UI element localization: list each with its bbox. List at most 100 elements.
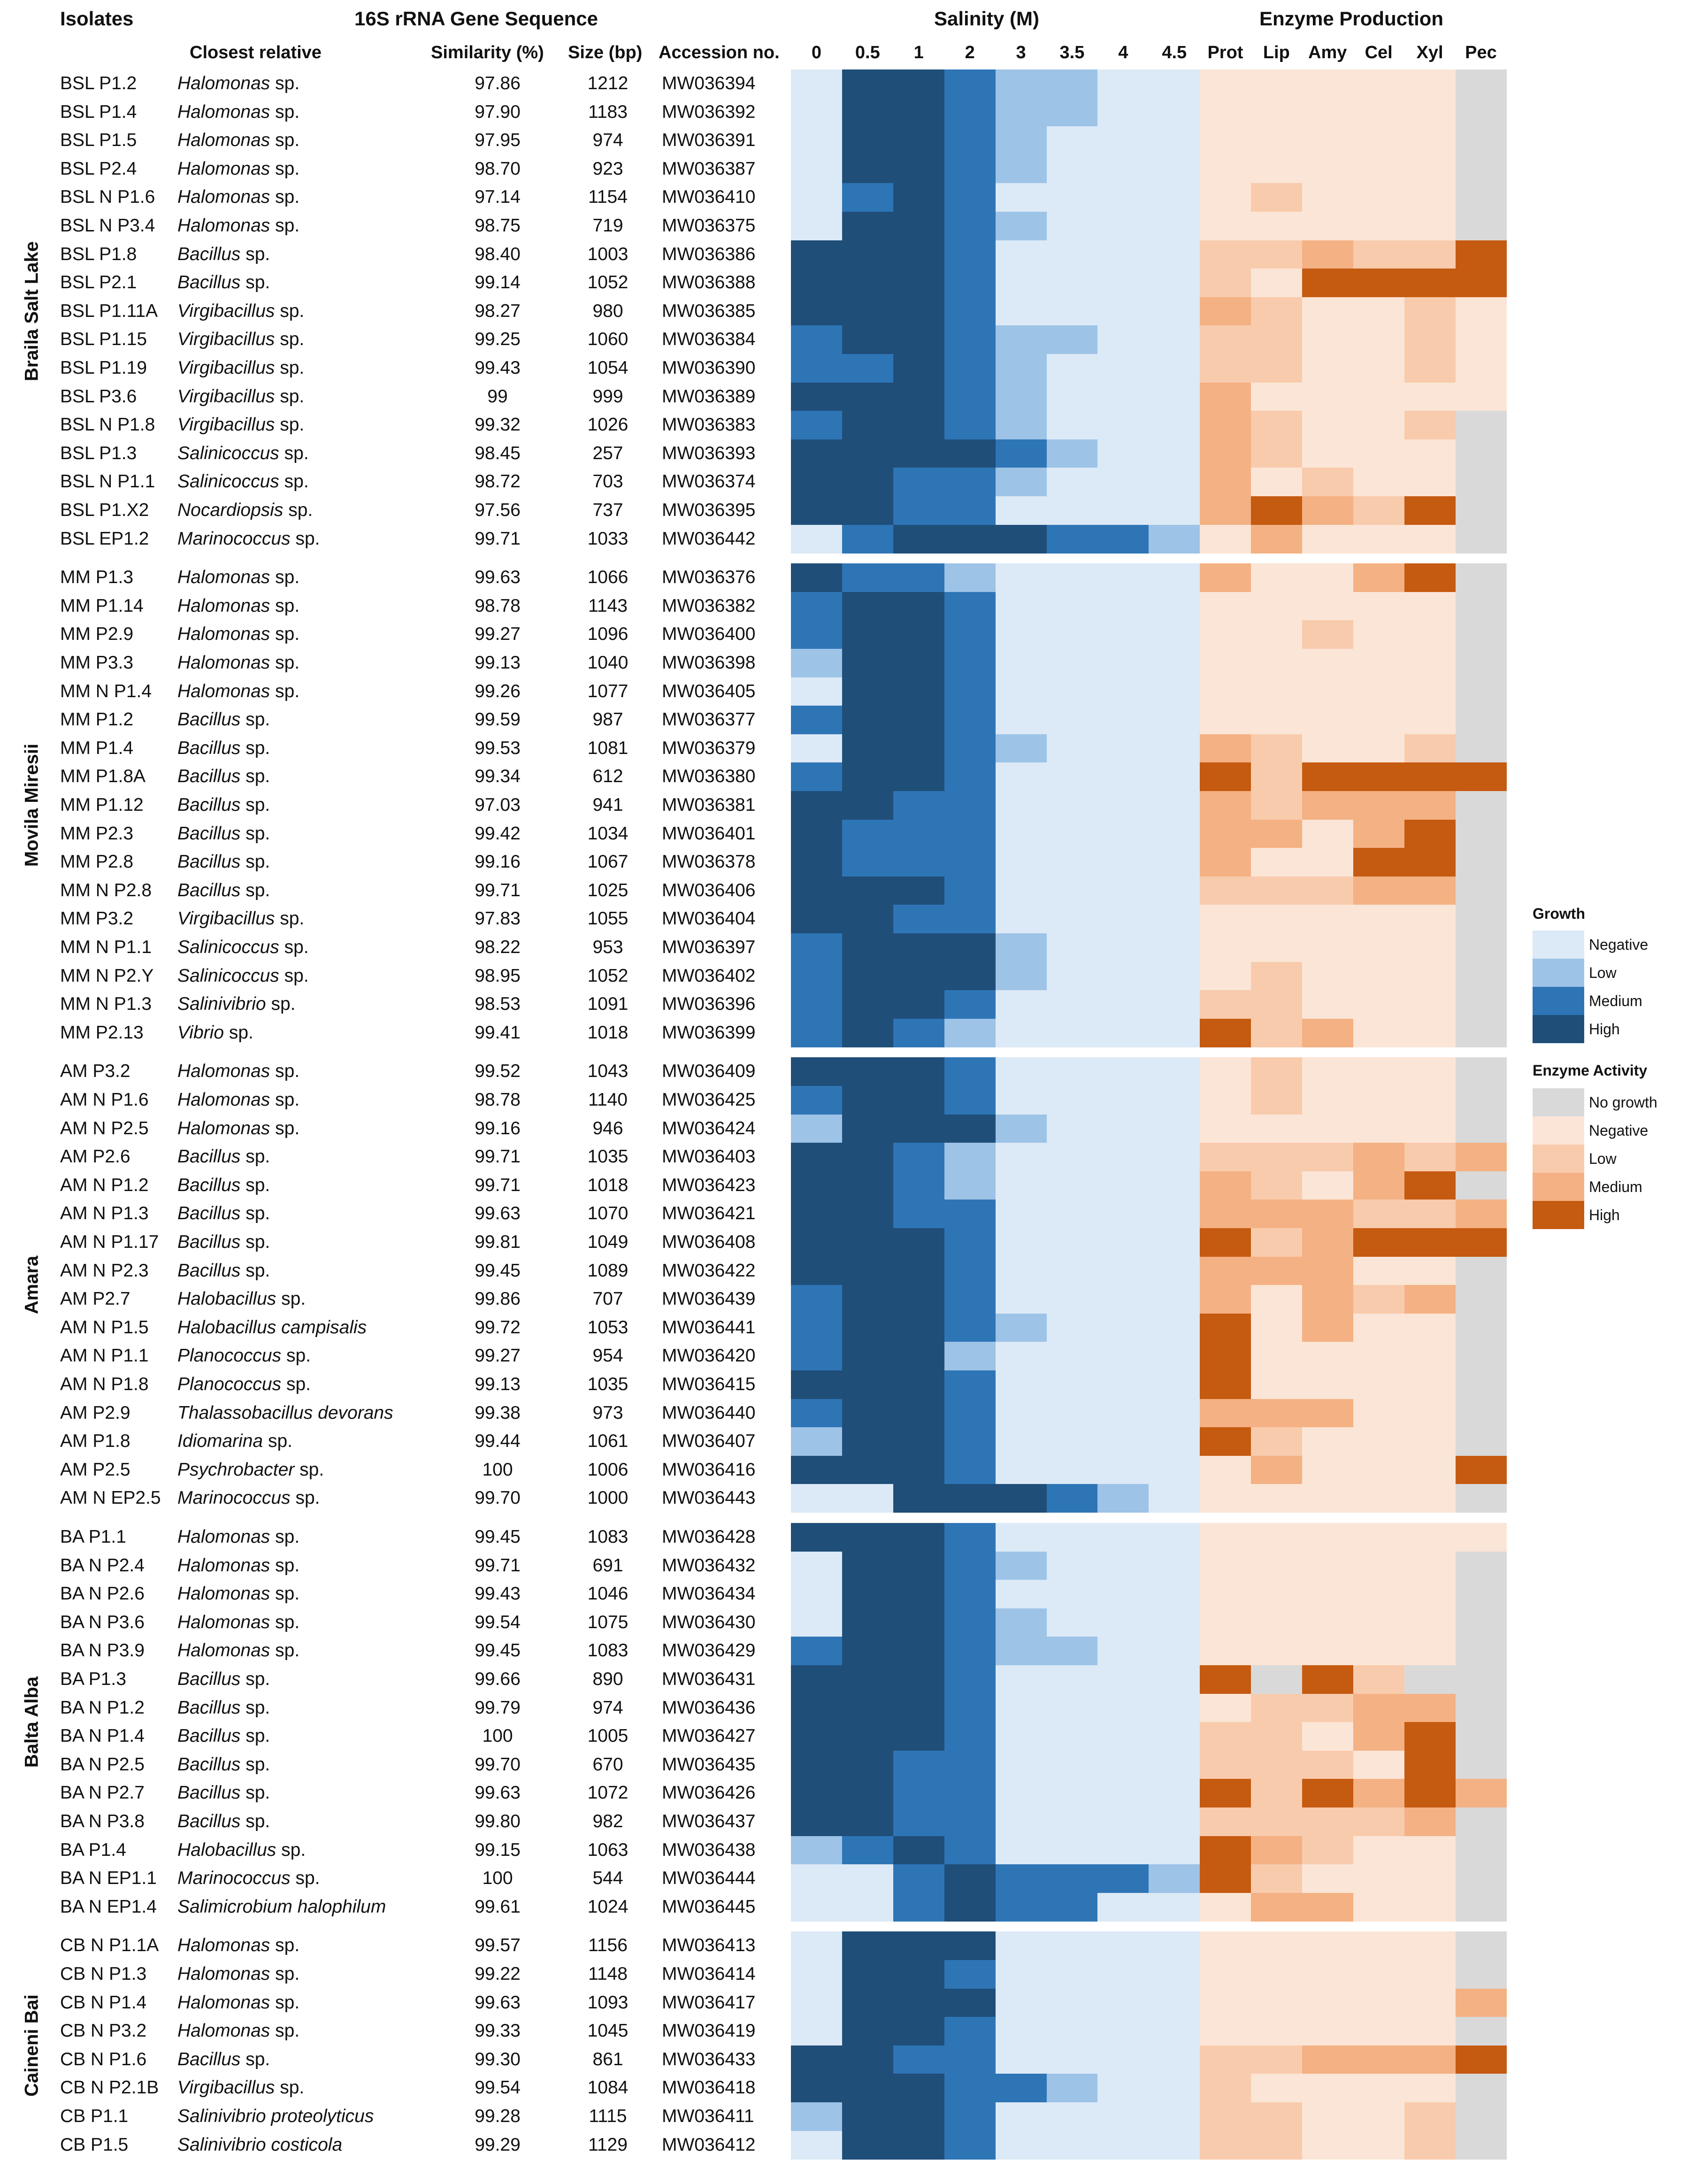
- enzyme-cell: [1353, 524, 1404, 554]
- isolate-name: AM P1.8: [60, 1431, 130, 1452]
- enzyme-cell: [1200, 297, 1251, 326]
- species-name: sp.: [245, 1146, 270, 1167]
- genus-name: Virgibacillus: [177, 908, 275, 929]
- growth-cell: [791, 1960, 842, 1989]
- salinity-column-header: 0: [811, 43, 822, 62]
- growth-cell: [893, 1637, 944, 1666]
- enzyme-cell: [1404, 1551, 1456, 1580]
- growth-cell: [1046, 1057, 1098, 1086]
- isolate-name: AM N P1.1: [60, 1346, 149, 1366]
- growth-cell: [1149, 411, 1200, 440]
- growth-cell: [791, 2045, 842, 2074]
- size-value: 1043: [587, 1061, 629, 1082]
- growth-cell: [1046, 1637, 1098, 1666]
- growth-cell: [893, 1228, 944, 1257]
- enzyme-cell: [1353, 212, 1404, 240]
- similarity-value: 99.29: [475, 2134, 521, 2155]
- growth-cell: [1097, 734, 1149, 763]
- growth-cell: [1097, 1988, 1149, 2017]
- growth-cell: [791, 269, 842, 298]
- enzyme-cell: [1404, 1864, 1456, 1893]
- species-name: sp.: [245, 1811, 270, 1831]
- accession-number: MW036419: [662, 2021, 756, 2041]
- closest-relative: Halomonas sp.: [177, 212, 299, 240]
- enzyme-cell: [1455, 496, 1507, 525]
- enzyme-cell: [1455, 240, 1507, 269]
- growth-cell: [1097, 563, 1149, 592]
- growth-cell: [995, 1228, 1047, 1257]
- growth-cell: [1097, 1580, 1149, 1609]
- growth-cell: [791, 1864, 842, 1893]
- enzyme-cell: [1353, 468, 1404, 497]
- growth-cell: [1046, 468, 1098, 497]
- enzyme-cell: [1455, 762, 1507, 792]
- size-value: 1143: [588, 595, 628, 616]
- species-name: sp.: [284, 937, 309, 957]
- enzyme-cell: [1250, 1807, 1302, 1836]
- growth-cell: [1149, 269, 1200, 298]
- growth-cell: [842, 126, 893, 155]
- genus-name: Halomonas: [177, 158, 270, 179]
- genus-name: Salinicoccus: [177, 965, 279, 986]
- genus-name: Salinicoccus: [177, 937, 279, 957]
- enzyme-cell: [1200, 677, 1251, 706]
- enzyme-cell: [1353, 1693, 1404, 1723]
- isolate-name: BSL P1.4: [60, 101, 137, 122]
- size-value: 1067: [587, 852, 629, 872]
- genus-name: Salinicoccus: [177, 443, 279, 463]
- genus-name: Vibrio: [177, 1022, 224, 1043]
- enzyme-cell: [1353, 876, 1404, 905]
- growth-cell: [1046, 183, 1098, 212]
- growth-cell: [944, 183, 996, 212]
- size-value: 670: [592, 1754, 623, 1775]
- accession-header: Accession no.: [659, 43, 780, 62]
- growth-cell: [791, 468, 842, 497]
- growth-cell: [893, 620, 944, 649]
- growth-cell: [944, 1171, 996, 1200]
- genus-name: Planococcus: [177, 1346, 282, 1366]
- growth-cell: [1097, 1370, 1149, 1399]
- growth-cell: [944, 325, 996, 354]
- isolate-name: BSL P1.X2: [60, 500, 149, 520]
- closest-relative: Halomonas sp.: [177, 1637, 299, 1665]
- growth-cell: [1097, 1143, 1149, 1172]
- growth-cell: [1046, 1836, 1098, 1865]
- growth-cell: [1097, 2017, 1149, 2046]
- similarity-value: 100: [482, 1459, 513, 1480]
- enzyme-cell: [1302, 1864, 1353, 1893]
- species-name: sp.: [271, 994, 296, 1015]
- size-value: 1003: [587, 244, 629, 264]
- accession-number: MW036391: [662, 130, 756, 151]
- closest-relative: Salimicrobium halophilum: [177, 1893, 386, 1921]
- growth-cell: [995, 1931, 1047, 1961]
- growth-cell: [842, 677, 893, 706]
- enzyme-column-header: Prot: [1207, 43, 1243, 62]
- growth-cell: [1097, 1018, 1149, 1047]
- growth-cell: [1149, 354, 1200, 383]
- size-value: 707: [592, 1289, 623, 1309]
- enzyme-cell: [1250, 905, 1302, 934]
- enzyme-cell: [1353, 1960, 1404, 1989]
- growth-cell: [1046, 1399, 1098, 1428]
- growth-cell: [1097, 1313, 1149, 1342]
- enzyme-cell: [1250, 524, 1302, 554]
- enzyme-legend-swatch: [1533, 1088, 1584, 1116]
- closest-relative: Bacillus sp.: [177, 791, 270, 819]
- growth-cell: [995, 1750, 1047, 1779]
- growth-cell: [1046, 1114, 1098, 1143]
- accession-number: MW036401: [662, 823, 756, 844]
- growth-cell: [995, 1892, 1047, 1922]
- enzyme-cell: [1250, 325, 1302, 354]
- enzyme-cell: [1404, 1484, 1456, 1513]
- growth-cell: [791, 1836, 842, 1865]
- size-value: 941: [592, 795, 623, 815]
- enzyme-cell: [1302, 1256, 1353, 1285]
- growth-cell: [1046, 524, 1098, 554]
- growth-cell: [944, 706, 996, 735]
- enzyme-legend-swatch: [1533, 1116, 1584, 1145]
- growth-cell: [1046, 2102, 1098, 2131]
- growth-cell: [791, 1665, 842, 1694]
- growth-cell: [1046, 2074, 1098, 2103]
- enzyme-cell: [1455, 961, 1507, 991]
- similarity-value: 98.27: [475, 300, 521, 321]
